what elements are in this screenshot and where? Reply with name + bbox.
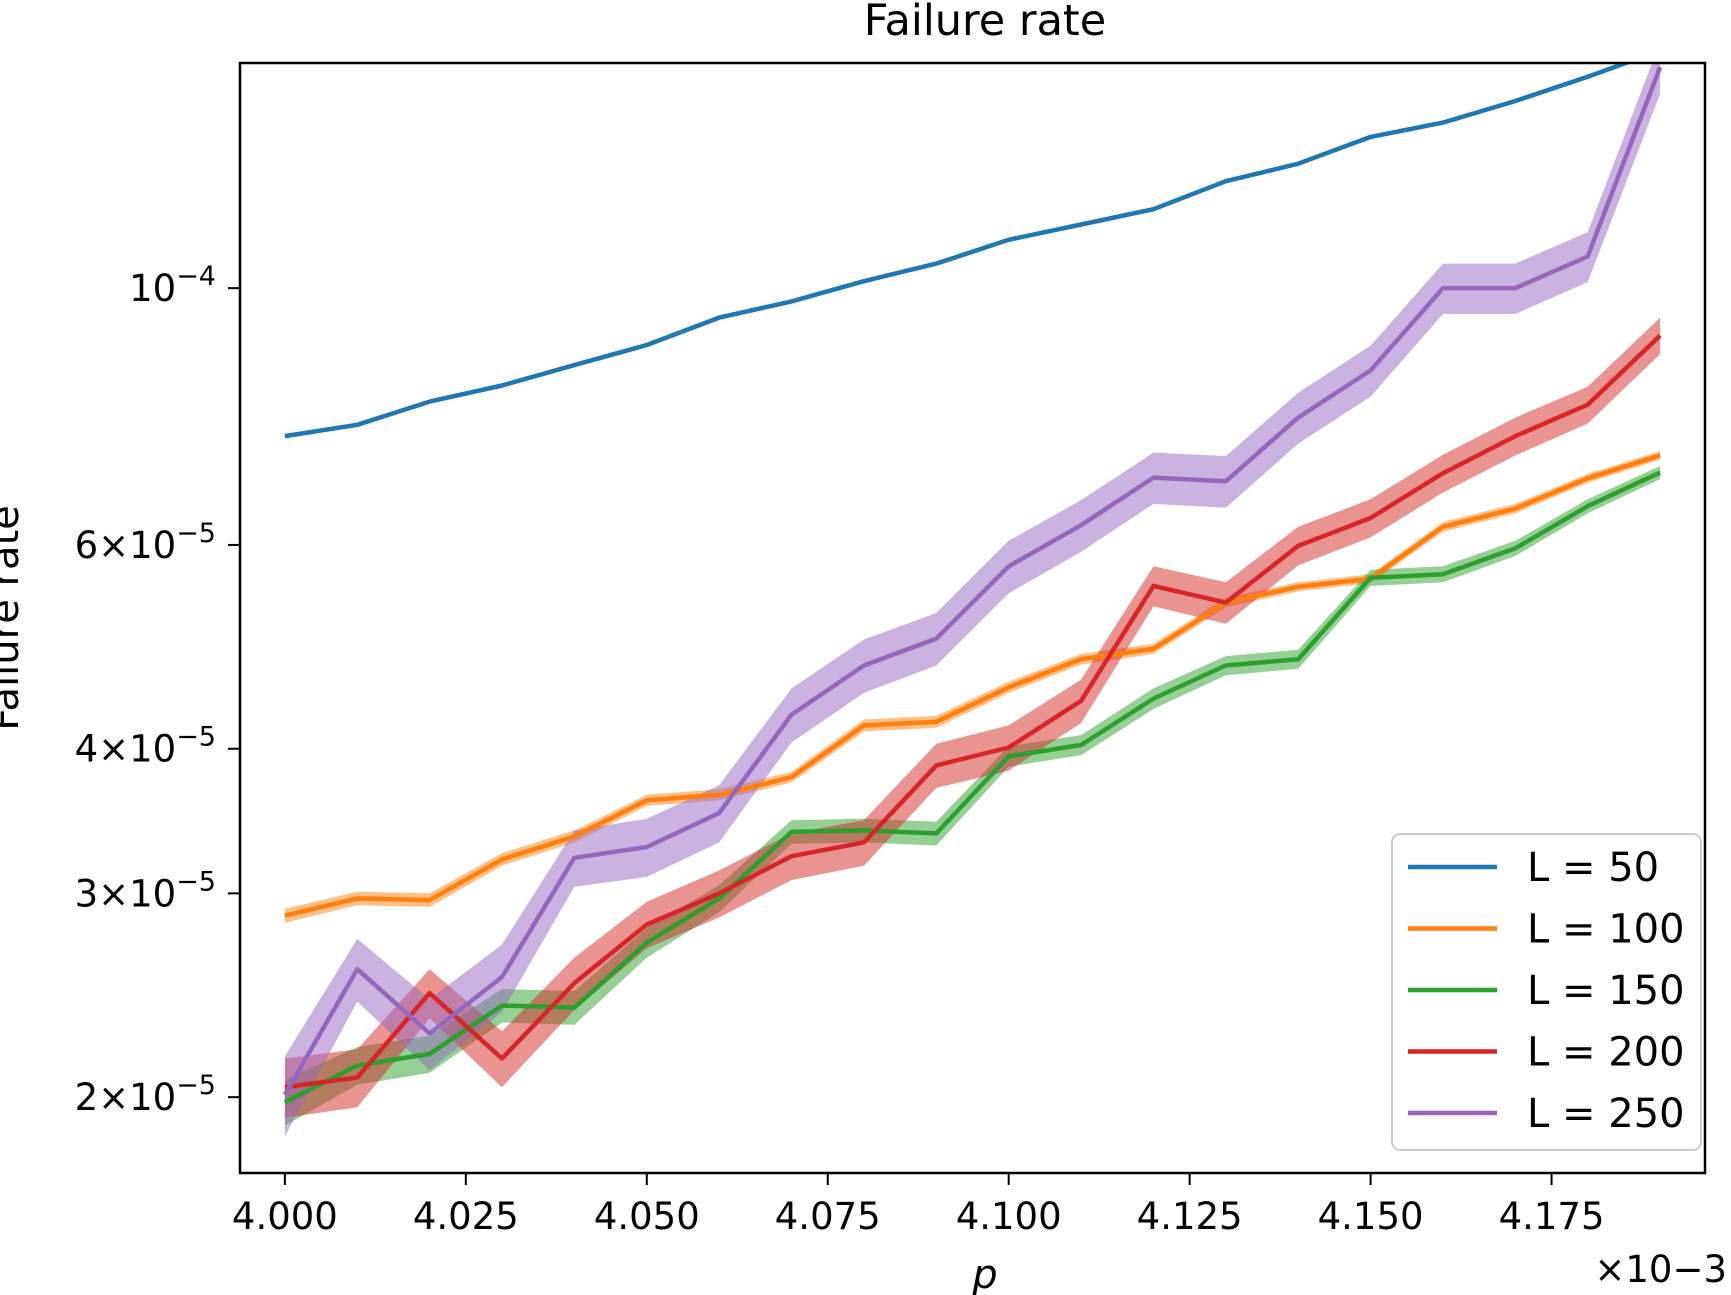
series-band-1 xyxy=(284,451,1661,923)
legend-label: L = 250 xyxy=(1527,1091,1685,1137)
x-tick-label: 4.125 xyxy=(1137,1195,1243,1238)
legend-label: L = 50 xyxy=(1527,845,1659,891)
legend-label: L = 150 xyxy=(1527,968,1685,1014)
series-line-2 xyxy=(283,470,1662,1105)
plot-frame xyxy=(238,61,1707,1175)
x-tick-label: 4.175 xyxy=(1499,1195,1605,1238)
legend-label: L = 100 xyxy=(1527,907,1685,953)
series-line-3 xyxy=(284,333,1662,1090)
x-tick-label: 4.025 xyxy=(413,1195,519,1238)
series-line-0 xyxy=(284,63,1633,439)
y-tick-label: 3×10−5 xyxy=(75,866,216,915)
legend: L = 50 L = 100 L = 150 L = 200 L = 250 xyxy=(1391,833,1702,1151)
x-axis-label: p xyxy=(971,1252,997,1295)
legend-label: L = 200 xyxy=(1527,1030,1685,1076)
x-tick-label: 4.100 xyxy=(956,1195,1062,1238)
series-band-0 xyxy=(284,63,1627,437)
y-axis-ticks: 10−4 6×10−5 4×10−5 3×10−5 2×10−5 xyxy=(75,261,240,1119)
y-tick-label: 6×10−5 xyxy=(75,518,216,567)
x-tick-label: 4.075 xyxy=(775,1195,881,1238)
x-axis-offset-label: ×10−3 xyxy=(1594,1248,1727,1291)
y-tick-label: 2×10−5 xyxy=(75,1070,216,1119)
series-lines xyxy=(282,63,1663,1105)
x-axis-ticks: 4.000 4.025 4.050 4.075 4.100 4.125 4.150 4.175 xyxy=(232,1173,1605,1238)
y-axis-label: Failure rate xyxy=(0,505,28,731)
legend-frame xyxy=(1391,833,1702,1151)
x-tick-label: 4.050 xyxy=(594,1195,700,1238)
x-tick-label: 4.000 xyxy=(232,1195,338,1238)
chart-title: Failure rate xyxy=(864,0,1106,46)
series-band-3 xyxy=(284,317,1661,1118)
y-tick-label: 4×10−5 xyxy=(75,722,216,771)
series-line-4 xyxy=(282,66,1663,1096)
x-tick-label: 4.150 xyxy=(1318,1195,1424,1238)
series-line-1 xyxy=(284,453,1661,918)
y-tick-label: 10−4 xyxy=(129,261,216,310)
